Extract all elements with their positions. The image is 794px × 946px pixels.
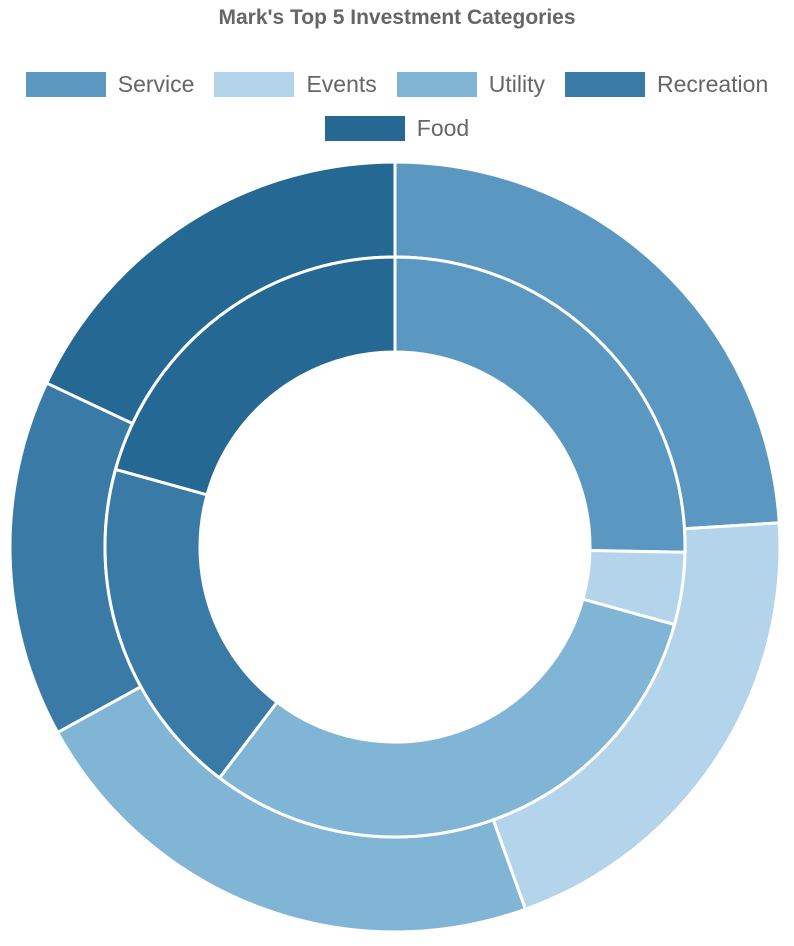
legend-item-events[interactable]: Events	[214, 70, 377, 98]
chart-title: Mark's Top 5 Investment Categories	[218, 6, 576, 29]
legend-label-service: Service	[117, 70, 195, 97]
legend: Service Events Utility Recreation Food	[0, 66, 794, 154]
donut-chart	[8, 160, 782, 934]
inner-slice-service[interactable]	[393, 255, 687, 554]
legend-item-utility[interactable]: Utility	[396, 70, 546, 98]
legend-swatch-recreation	[565, 71, 646, 97]
inner-slice-food[interactable]	[113, 255, 397, 497]
legend-label-events: Events	[306, 70, 377, 97]
inner-slice-recreation[interactable]	[103, 467, 280, 780]
legend-item-food[interactable]: Food	[324, 114, 470, 142]
inner-slice-utility[interactable]	[217, 597, 677, 839]
legend-swatch-utility	[396, 71, 477, 97]
legend-item-service[interactable]: Service	[25, 70, 195, 98]
legend-swatch-food	[324, 115, 405, 141]
legend-swatch-service	[25, 71, 106, 97]
legend-row-1: Service Events Utility Recreation	[0, 66, 794, 102]
legend-item-recreation[interactable]: Recreation	[565, 71, 768, 98]
legend-label-utility: Utility	[488, 70, 546, 97]
legend-label-recreation: Recreation	[657, 70, 769, 97]
legend-swatch-events	[214, 71, 295, 97]
legend-label-food: Food	[416, 114, 470, 141]
legend-row-2: Food	[0, 110, 794, 146]
